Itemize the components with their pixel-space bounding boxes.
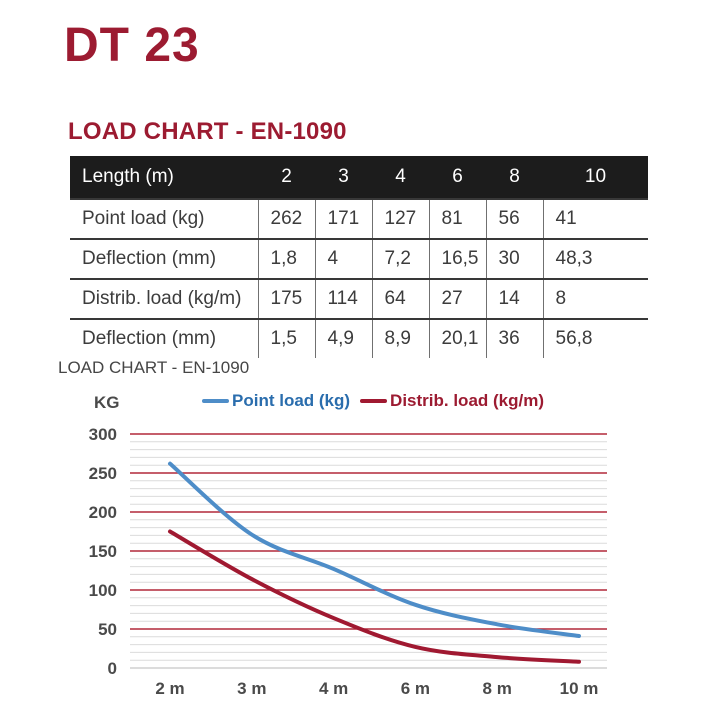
load-table: Length (m) 2 3 4 6 8 10 Point load (kg) 262 171… <box>70 156 648 358</box>
table-cell: 1,5 <box>257 319 315 358</box>
table-header-value: 4 <box>395 166 406 187</box>
series-line-distrib-load <box>168 529 581 664</box>
x-tick-label: 6 m <box>401 679 430 698</box>
row-label: Point load (kg) <box>82 208 205 229</box>
table-cell: 30 <box>485 239 543 279</box>
legend-item: Point load (kg) <box>202 391 350 411</box>
table-row: Point load (kg) 262 171 127 81 56 41 <box>70 199 648 239</box>
table-header-value: 10 <box>584 166 607 187</box>
table-cell: 56,8 <box>542 319 648 358</box>
chart-y-axis-unit-label: KG <box>94 393 120 412</box>
table-cell: 64 <box>371 279 429 319</box>
row-label: Distrib. load (kg/m) <box>82 288 242 309</box>
table-cell: 4,9 <box>314 319 372 358</box>
table-header-value: 6 <box>452 166 463 187</box>
table-cell: 20,1 <box>428 319 486 358</box>
row-label: Deflection (mm) <box>82 328 217 349</box>
legend-label: Point load (kg) <box>232 391 351 410</box>
y-tick-label: 100 <box>89 581 117 600</box>
table-cell: 56 <box>485 199 543 239</box>
table-header-value: 3 <box>338 166 349 187</box>
table-cell: 14 <box>485 279 543 319</box>
table-cell: 16,5 <box>428 239 486 279</box>
legend-line-swatch <box>360 399 388 403</box>
load-chart-svg: 0 50 100 150 200 250 300 2 m 3 m 4 m 6 m 8 m 10 m <box>89 425 607 698</box>
table-cell: 1,8 <box>257 239 315 279</box>
y-tick-label: 250 <box>89 464 117 483</box>
legend-item: Distrib. load (kg/m) <box>360 391 544 411</box>
table-cell: 171 <box>314 199 372 239</box>
y-tick-label: 50 <box>98 620 117 639</box>
table-cell: 175 <box>257 279 315 319</box>
y-tick-label: 200 <box>89 503 117 522</box>
y-tick-label: 150 <box>89 542 117 561</box>
row-label: Deflection (mm) <box>82 248 217 269</box>
x-tick-label: 10 m <box>560 679 599 698</box>
legend-label: Distrib. load (kg/m) <box>390 391 545 410</box>
table-cell: 41 <box>542 199 648 239</box>
y-tick-label: 300 <box>89 425 117 444</box>
x-tick-label: 3 m <box>237 679 266 698</box>
x-tick-label: 4 m <box>319 679 348 698</box>
chart-plot-area: 0 50 100 150 200 250 300 2 m 3 m 4 m 6 m 8 m 10 m <box>55 420 655 715</box>
x-tick-label: 2 m <box>155 679 184 698</box>
table-row: Deflection (mm) 1,5 4,9 8,9 20,1 36 56,8 <box>70 319 648 358</box>
page-title: DT 23 <box>64 19 200 72</box>
table-row: Distrib. load (kg/m) 175 114 64 27 14 8 <box>70 279 648 319</box>
table-header-label: Length (m) <box>82 166 174 187</box>
table-cell: 114 <box>314 279 372 319</box>
chart-legend: Point load (kg) Distrib. load (kg/m) <box>202 391 544 411</box>
x-tick-label: 8 m <box>483 679 512 698</box>
y-tick-label: 0 <box>108 659 117 678</box>
table-cell: 7,2 <box>371 239 429 279</box>
table-cell: 81 <box>428 199 486 239</box>
legend-line-swatch <box>202 399 229 403</box>
table-cell: 48,3 <box>542 239 648 279</box>
table-cell: 4 <box>314 239 372 279</box>
chart-title: LOAD CHART - EN-1090 <box>58 358 250 377</box>
series-line-point-load <box>168 461 581 639</box>
table-cell: 262 <box>257 199 315 239</box>
section-heading: LOAD CHART - EN-1090 <box>68 118 347 145</box>
table-cell: 8 <box>542 279 648 319</box>
table-header-value: 8 <box>509 166 520 187</box>
table-cell: 27 <box>428 279 486 319</box>
table-header-row: Length (m) 2 3 4 6 8 10 <box>70 156 648 199</box>
table-cell: 36 <box>485 319 543 358</box>
table-cell: 8,9 <box>371 319 429 358</box>
table-cell: 127 <box>371 199 429 239</box>
table-row: Deflection (mm) 1,8 4 7,2 16,5 30 48,3 <box>70 239 648 279</box>
table-header-value: 2 <box>281 166 292 187</box>
